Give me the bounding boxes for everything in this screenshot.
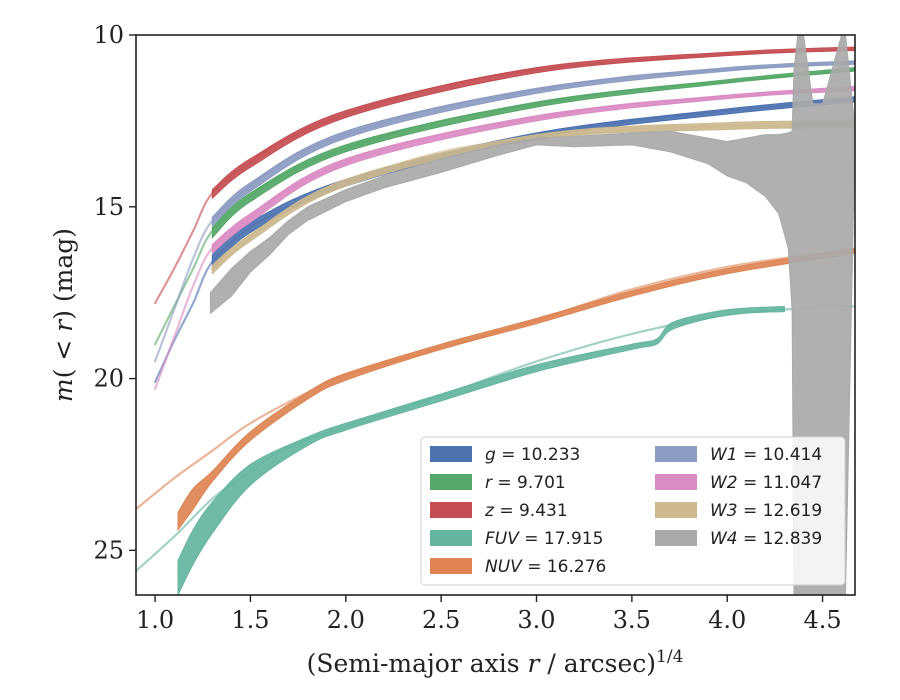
legend-box xyxy=(420,436,846,586)
band-fuv xyxy=(177,305,785,595)
band-w4 xyxy=(209,35,855,595)
band-w3 xyxy=(211,120,855,275)
x-tick-label: 2.0 xyxy=(327,606,365,634)
legend-swatch-z xyxy=(430,502,472,518)
y-tick-label: 25 xyxy=(93,536,124,564)
x-tick-label: 3.5 xyxy=(613,606,651,634)
plot-area xyxy=(136,35,855,595)
x-tick-label: 2.5 xyxy=(422,606,460,634)
legend-swatch-r xyxy=(430,474,472,490)
legend: g = 10.233 r = 9.701 z = 9.431 FUV = 17.915… xyxy=(420,436,846,586)
legend-swatch-w2 xyxy=(655,474,697,490)
legend-swatch-nuv xyxy=(430,558,472,574)
legend-label-nuv: NUV = 16.276 xyxy=(485,557,606,577)
legend-swatch-fuv xyxy=(430,530,472,546)
x-tick-label: 4.5 xyxy=(803,606,841,634)
y-axis-title: m( < r) (mag) xyxy=(49,228,78,402)
x-tick-label: 1.5 xyxy=(231,606,269,634)
axes-frame xyxy=(135,34,856,596)
legend-label-w1: W1 = 10.414 xyxy=(710,445,822,465)
x-axis-title: (Semi-major axis r / arcsec)1/4 xyxy=(307,647,684,678)
legend-swatch-g xyxy=(430,446,472,462)
fit-line-w2 xyxy=(154,88,855,390)
legend-label-z: z = 9.431 xyxy=(484,501,568,521)
y-tick-label: 10 xyxy=(93,21,124,49)
legend-label-fuv: FUV = 17.915 xyxy=(485,529,603,549)
legend-swatch-w3 xyxy=(655,502,697,518)
x-tick-label: 3.0 xyxy=(517,606,555,634)
legend-label-w2: W2 = 11.047 xyxy=(710,473,822,493)
legend-label-w4: W4 = 12.839 xyxy=(710,529,822,549)
x-tick-label: 4.0 xyxy=(708,606,746,634)
legend-swatch-w1 xyxy=(655,446,697,462)
legend-label-w3: W3 = 12.619 xyxy=(710,501,822,521)
axes: 1.0 1.5 2.0 2.5 3.0 3.5 4.0 4.5 10 15 20 25 xyxy=(93,21,856,634)
x-tick-label: 1.0 xyxy=(136,606,174,634)
legend-label-g: g = 10.233 xyxy=(485,445,580,465)
y-tick-label: 20 xyxy=(93,365,124,393)
legend-label-r: r = 9.701 xyxy=(485,473,566,493)
y-tick-label: 15 xyxy=(93,193,124,221)
legend-swatch-w4 xyxy=(655,530,697,546)
